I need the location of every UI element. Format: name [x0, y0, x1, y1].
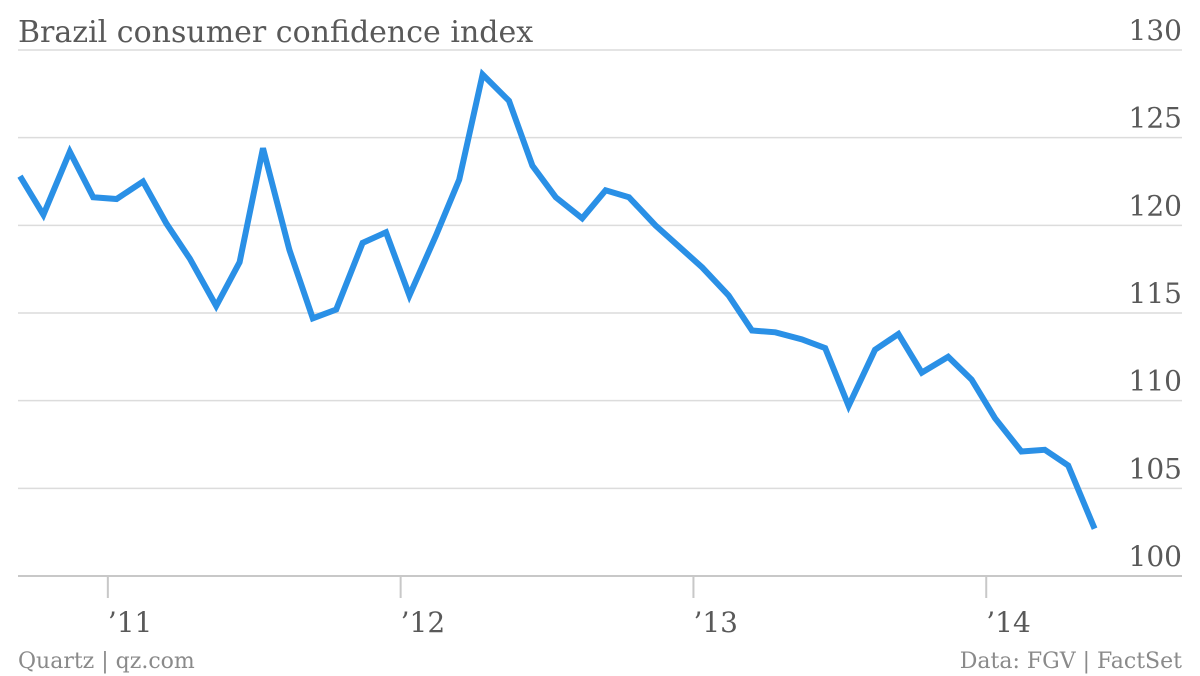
data-point: [603, 187, 609, 193]
data-point: [163, 221, 169, 227]
data-point: [67, 149, 73, 155]
data-point: [187, 256, 193, 262]
data-point: [333, 307, 339, 313]
source-credit-right: Data: FGV | FactSet: [960, 649, 1182, 674]
data-point: [1042, 447, 1048, 453]
series-line-0: [17, 68, 1098, 530]
x-axis-ticks: ’11 ’12 ’13 ’14: [106, 576, 1031, 639]
data-point: [213, 303, 219, 309]
data-point: [992, 415, 998, 421]
x-tick-label-2012: ’12: [401, 606, 446, 639]
data-point: [456, 177, 462, 183]
y-tick-label-130: 130: [1129, 14, 1182, 47]
data-point: [360, 240, 366, 246]
data-point: [872, 347, 878, 353]
data-point: [749, 328, 755, 334]
x-tick-label-2013: ’13: [693, 606, 738, 639]
x-tick-label-2014: ’14: [986, 606, 1031, 639]
data-point: [90, 194, 96, 200]
y-tick-label-120: 120: [1129, 189, 1182, 222]
data-point: [969, 377, 975, 383]
data-point: [114, 196, 120, 202]
data-point: [772, 329, 778, 335]
data-point: [40, 212, 46, 218]
data-point: [433, 233, 439, 239]
y-axis-ticks: 100 105 110 115 120 125 130: [1129, 14, 1182, 573]
data-point: [529, 163, 535, 169]
x-tick-label-2011: ’11: [108, 606, 153, 639]
data-point: [579, 215, 585, 221]
data-point: [506, 98, 512, 104]
data-point: [895, 331, 901, 337]
data-point: [726, 293, 732, 299]
data-point: [17, 173, 23, 179]
data-point: [260, 145, 266, 151]
data-point: [286, 247, 292, 253]
data-point: [846, 403, 852, 409]
data-point: [480, 72, 486, 78]
series-layer: [17, 68, 1098, 532]
data-point: [383, 229, 389, 235]
data-point: [945, 354, 951, 360]
source-credit-left: Quartz | qz.com: [18, 649, 195, 674]
y-tick-label-110: 110: [1129, 365, 1182, 398]
chart-title: Brazil consumer confidence index: [18, 15, 533, 50]
y-tick-label-105: 105: [1129, 452, 1182, 485]
data-point: [652, 222, 658, 228]
data-point: [676, 243, 682, 249]
y-tick-label-100: 100: [1129, 540, 1182, 573]
data-point: [822, 345, 828, 351]
y-tick-label-115: 115: [1129, 277, 1182, 310]
data-point: [1065, 463, 1071, 469]
data-point: [626, 194, 632, 200]
data-point: [553, 194, 559, 200]
data-point: [237, 259, 243, 265]
gridlines: [18, 49, 1182, 577]
data-point: [799, 336, 805, 342]
data-point: [406, 293, 412, 299]
data-point: [310, 315, 316, 321]
data-point: [699, 264, 705, 270]
data-point: [140, 179, 146, 185]
data-point: [1018, 449, 1024, 455]
data-point: [1092, 526, 1098, 532]
y-tick-label-125: 125: [1129, 102, 1182, 135]
data-point: [919, 370, 925, 376]
